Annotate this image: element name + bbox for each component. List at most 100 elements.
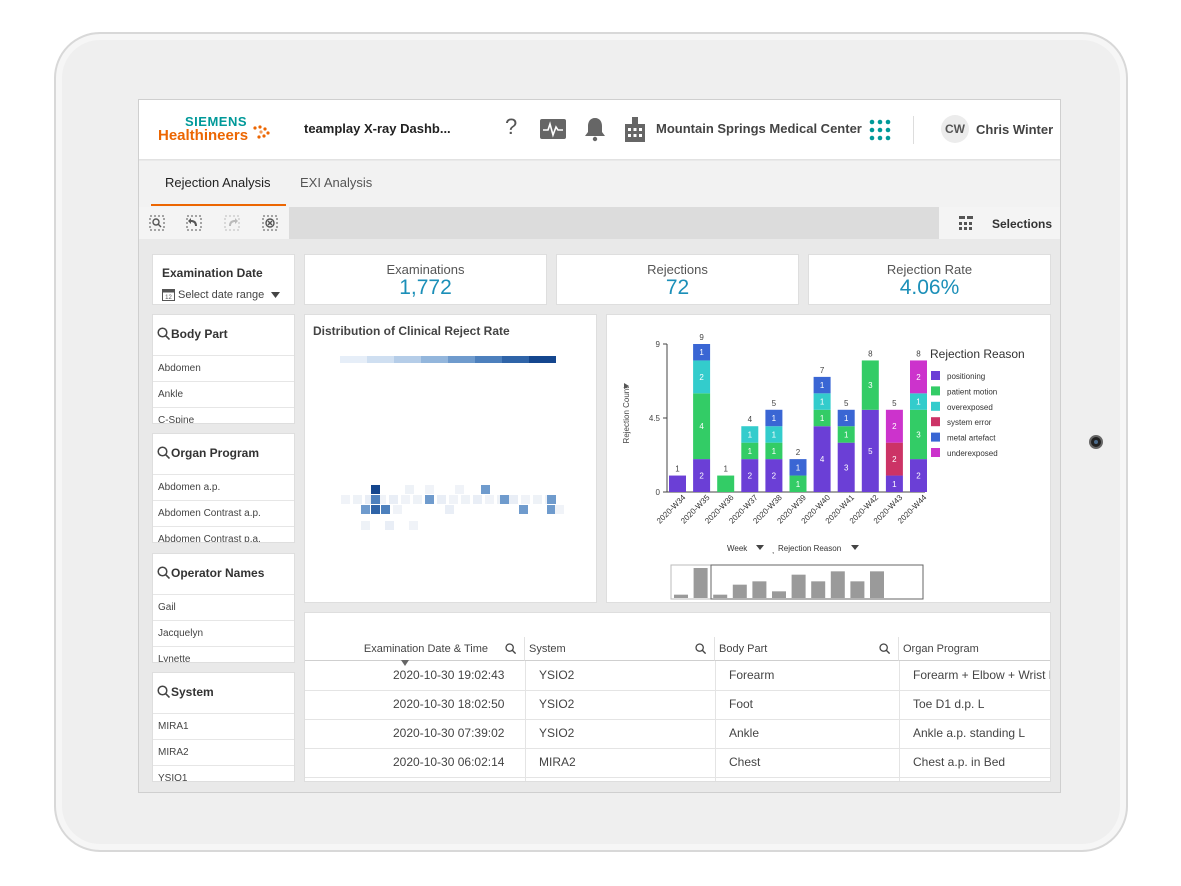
- list-item[interactable]: Abdomen Contrast a.p.: [153, 500, 294, 526]
- bar-segment: [693, 344, 711, 361]
- organ-program-filter: Organ Program Abdomen a.p. Abdomen Contr…: [152, 433, 295, 543]
- overview-bar: [713, 594, 728, 598]
- activity-monitor-icon[interactable]: [539, 116, 567, 142]
- cell-date[interactable]: 2020-10-30 07:39:02: [393, 726, 505, 740]
- cell-date[interactable]: 2020-10-30 18:02:50: [393, 697, 505, 711]
- chevron-down-icon[interactable]: [271, 292, 280, 298]
- kpi-label: Rejection Rate: [886, 262, 973, 277]
- search-icon[interactable]: [879, 643, 890, 654]
- facility-name[interactable]: Mountain Springs Medical Center: [656, 121, 862, 136]
- column-header-date[interactable]: Examination Date & Time: [305, 637, 525, 661]
- cell-date[interactable]: 2020-10-30 06:02:14: [393, 755, 505, 769]
- user-name[interactable]: Chris Winter: [976, 122, 1054, 137]
- bar-segment: [885, 409, 903, 443]
- cell-organ-program[interactable]: Ankle a.p. standing L: [913, 726, 1026, 740]
- column-header-system[interactable]: System: [525, 637, 715, 661]
- kpi-examinations: Examinations 1,772: [304, 254, 547, 305]
- cell-body-part[interactable]: Forearm: [729, 668, 775, 682]
- heatmap-cell: [381, 505, 390, 514]
- search-icon[interactable]: [157, 566, 170, 579]
- list-item[interactable]: Abdomen Contrast p.a.: [153, 526, 294, 542]
- cell-body-part[interactable]: Chest: [729, 755, 761, 769]
- cell-body-part[interactable]: Ankle: [729, 726, 760, 740]
- step-back-icon[interactable]: [186, 215, 202, 231]
- chevron-down-icon: [756, 545, 764, 550]
- heatmap-cell: [445, 505, 454, 514]
- bar-chart-panel[interactable]: Rejection Count 0 4.5 9 1 2020-W34 2 4 2 1 9 2020-W…: [606, 314, 1051, 603]
- legend-label: positioning: [947, 372, 985, 381]
- help-icon[interactable]: ?: [505, 114, 518, 139]
- y-tick-label: 4.5: [649, 414, 661, 423]
- column-header-label: Examination Date & Time: [363, 643, 488, 655]
- selections-button[interactable]: Selections: [939, 207, 1060, 239]
- list-item[interactable]: MIRA2: [153, 739, 294, 765]
- cell-system[interactable]: MIRA2: [539, 755, 576, 769]
- list-item[interactable]: MIRA1: [153, 713, 294, 739]
- column-header-body-part[interactable]: Body Part: [715, 637, 899, 661]
- bar-segment: [910, 360, 927, 394]
- tab-rejection-analysis[interactable]: Rejection Analysis: [165, 175, 271, 190]
- cell-organ-program[interactable]: Toe D1 d.p. L: [913, 697, 985, 711]
- legend-label: overexposed: [947, 403, 993, 412]
- heatmap-panel[interactable]: Distribution of Clinical Reject Rate: [304, 314, 597, 603]
- list-item[interactable]: YSIO1: [153, 765, 294, 781]
- heatmap-cell: [393, 505, 402, 514]
- bar-segment: [813, 393, 831, 410]
- smart-search-icon[interactable]: [149, 215, 165, 231]
- heatmap-cell: [500, 495, 509, 504]
- step-forward-icon[interactable]: [224, 215, 240, 231]
- bar-segment-label: 5: [868, 447, 873, 456]
- bar-segment-label: 2: [699, 373, 704, 382]
- overview-bar: [732, 584, 747, 598]
- avatar[interactable]: CW: [941, 115, 969, 143]
- search-icon[interactable]: [157, 446, 170, 459]
- examination-date-filter[interactable]: Examination Date 12 Select date range: [152, 254, 295, 305]
- list-item[interactable]: Abdomen: [153, 355, 294, 381]
- cell-system[interactable]: YSIO2: [539, 697, 575, 711]
- rejection-bar-chart[interactable]: Rejection Count04.5912020-W34242192020-W…: [607, 315, 1052, 604]
- search-icon[interactable]: [695, 643, 706, 654]
- bar-segment-label: 1: [820, 414, 825, 423]
- clear-selections-icon[interactable]: [262, 215, 278, 231]
- search-icon[interactable]: [157, 685, 170, 698]
- cell-date[interactable]: 2020-10-30 19:02:43: [393, 668, 505, 682]
- bar-segment-label: 4: [699, 422, 704, 431]
- list-item[interactable]: C-Spine: [153, 407, 294, 423]
- column-divider: [715, 661, 716, 781]
- cell-system[interactable]: YSIO2: [539, 726, 575, 740]
- chevron-down-icon: [851, 545, 859, 550]
- list-item[interactable]: Ankle: [153, 381, 294, 407]
- bar-segment: [741, 442, 759, 460]
- hospital-icon[interactable]: [623, 116, 647, 144]
- cell-system[interactable]: YSIO2: [539, 668, 575, 682]
- cell-organ-program[interactable]: Chest a.p. in Bed: [913, 755, 1006, 769]
- tab-exi-analysis[interactable]: EXI Analysis: [300, 175, 373, 190]
- cell-body-part[interactable]: Foot: [729, 697, 754, 711]
- dimension-week-label: Week: [727, 544, 748, 553]
- search-icon[interactable]: [157, 327, 170, 340]
- bar-total-label: 4: [748, 415, 753, 424]
- heatmap-cell: [461, 495, 470, 504]
- bar-segment: [765, 426, 783, 443]
- heatmap-chart[interactable]: [305, 315, 598, 604]
- overview-bar: [811, 581, 826, 598]
- app-title[interactable]: teamplay X-ray Dashb...: [304, 121, 451, 136]
- bar-total-label: 9: [699, 333, 704, 342]
- date-range-select[interactable]: Select date range: [178, 289, 265, 301]
- overview-bar: [752, 581, 767, 598]
- bar-segment-label: 1: [748, 430, 753, 439]
- search-icon[interactable]: [505, 643, 516, 654]
- calendar-icon: 12: [162, 289, 175, 301]
- cell-organ-program[interactable]: Forearm + Elbow + Wrist la: [913, 668, 1051, 682]
- sort-desc-icon[interactable]: [401, 660, 409, 666]
- list-item[interactable]: Gail: [153, 594, 294, 620]
- bar-segment: [789, 459, 807, 476]
- list-item[interactable]: Jacquelyn: [153, 620, 294, 646]
- apps-grid-icon[interactable]: [869, 119, 891, 141]
- heatmap-cell: [425, 485, 434, 494]
- legend-title: Rejection Reason: [930, 347, 1025, 361]
- list-item[interactable]: Abdomen a.p.: [153, 474, 294, 500]
- list-item[interactable]: Lynette: [153, 646, 294, 662]
- bell-icon[interactable]: [584, 116, 606, 142]
- column-header-organ-program[interactable]: Organ Program: [899, 637, 1050, 661]
